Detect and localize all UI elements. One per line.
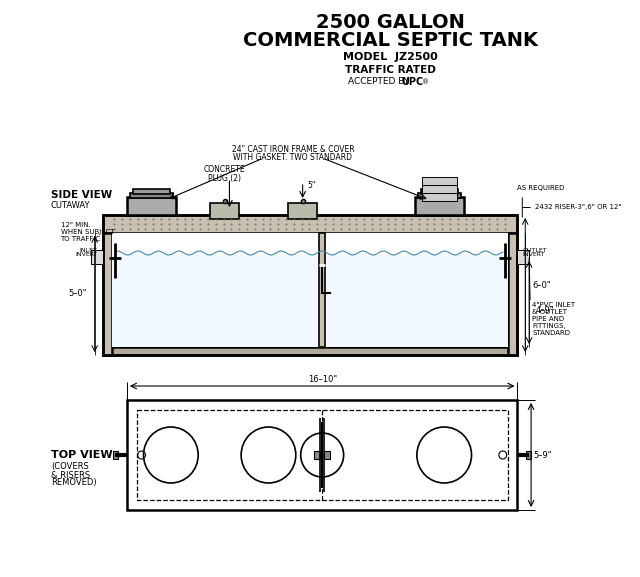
FancyBboxPatch shape — [112, 233, 508, 347]
FancyBboxPatch shape — [102, 233, 112, 355]
Text: 4"PVC INLET: 4"PVC INLET — [532, 302, 575, 308]
Text: 2500 GALLON: 2500 GALLON — [316, 13, 465, 32]
Text: PIPE AND: PIPE AND — [532, 316, 564, 322]
Bar — [137, 410, 508, 500]
Text: CONCRETE: CONCRETE — [204, 166, 245, 174]
FancyBboxPatch shape — [420, 189, 458, 194]
Text: WHEN SUBJECT: WHEN SUBJECT — [61, 229, 114, 235]
Text: 4–9": 4–9" — [536, 306, 554, 315]
Text: 5": 5" — [307, 181, 316, 189]
Text: INVERT: INVERT — [76, 253, 98, 257]
FancyBboxPatch shape — [91, 250, 102, 264]
Text: AS REQUIRED: AS REQUIRED — [517, 185, 564, 191]
Text: TO TRAFFIC: TO TRAFFIC — [61, 236, 100, 242]
FancyBboxPatch shape — [508, 233, 517, 355]
FancyBboxPatch shape — [415, 197, 464, 215]
Text: 2432 RISER-3",6" OR 12": 2432 RISER-3",6" OR 12" — [535, 204, 621, 210]
Text: SIDE VIEW: SIDE VIEW — [51, 190, 112, 200]
FancyBboxPatch shape — [113, 451, 118, 459]
Text: INVERT: INVERT — [522, 253, 545, 257]
Text: & RISERS: & RISERS — [51, 470, 90, 479]
Text: PLUG (2): PLUG (2) — [208, 174, 241, 182]
FancyBboxPatch shape — [314, 451, 320, 459]
Text: STANDARD: STANDARD — [532, 330, 570, 336]
FancyBboxPatch shape — [418, 193, 461, 198]
Text: FITTINGS,: FITTINGS, — [532, 323, 566, 329]
Text: 5–0": 5–0" — [69, 290, 87, 298]
Text: CUTAWAY: CUTAWAY — [51, 200, 90, 209]
Text: MODEL  JZ2500: MODEL JZ2500 — [343, 52, 438, 62]
FancyBboxPatch shape — [422, 193, 457, 201]
FancyBboxPatch shape — [210, 203, 239, 219]
Text: INLET: INLET — [80, 248, 98, 253]
Text: WITH GASKET. TWO STANDARD: WITH GASKET. TWO STANDARD — [234, 153, 353, 163]
Text: UPC: UPC — [401, 77, 423, 87]
Text: ACCEPTED BY: ACCEPTED BY — [348, 77, 410, 87]
FancyBboxPatch shape — [102, 215, 517, 233]
Text: 16–10": 16–10" — [308, 376, 337, 384]
Text: 6–0": 6–0" — [532, 280, 551, 290]
Text: REMOVED): REMOVED) — [51, 478, 97, 488]
FancyBboxPatch shape — [422, 185, 457, 193]
FancyBboxPatch shape — [319, 233, 325, 347]
Text: & OUTLET: & OUTLET — [532, 309, 567, 315]
Text: 24" CAST IRON FRAME & COVER: 24" CAST IRON FRAME & COVER — [232, 145, 354, 155]
Text: ®: ® — [422, 79, 429, 85]
Text: 12" MIN.: 12" MIN. — [61, 222, 90, 228]
FancyBboxPatch shape — [132, 189, 170, 194]
FancyBboxPatch shape — [526, 451, 531, 459]
FancyBboxPatch shape — [102, 347, 517, 355]
FancyBboxPatch shape — [288, 203, 317, 219]
FancyBboxPatch shape — [422, 177, 457, 185]
FancyBboxPatch shape — [517, 250, 529, 264]
FancyBboxPatch shape — [324, 451, 330, 459]
Text: TOP VIEW: TOP VIEW — [51, 450, 113, 460]
Text: 5–9": 5–9" — [534, 451, 552, 459]
FancyBboxPatch shape — [130, 193, 173, 198]
Text: (COVERS: (COVERS — [51, 463, 88, 471]
FancyBboxPatch shape — [127, 197, 176, 215]
Text: TRAFFIC RATED: TRAFFIC RATED — [345, 65, 436, 75]
Bar — [112, 255, 508, 347]
Text: COMMERCIAL SEPTIC TANK: COMMERCIAL SEPTIC TANK — [243, 31, 538, 50]
Text: OUTLET: OUTLET — [522, 248, 547, 253]
